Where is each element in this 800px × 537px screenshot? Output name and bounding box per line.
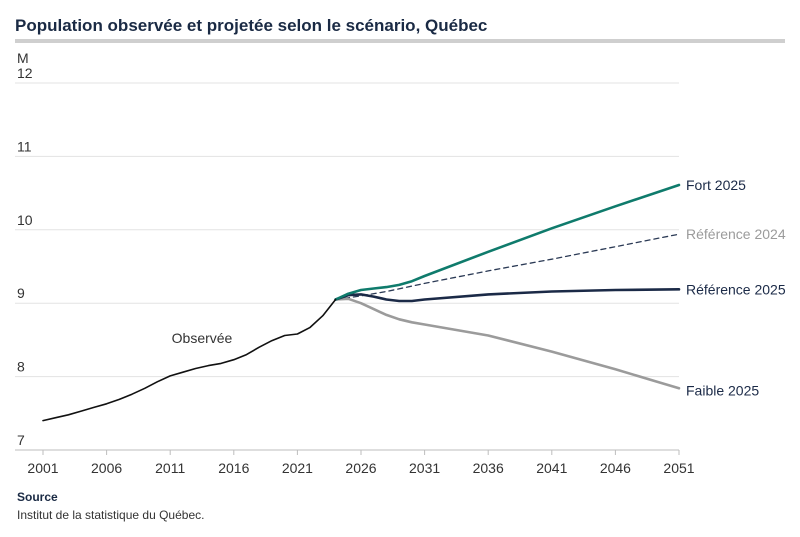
series-line-faible: [334, 297, 681, 390]
series-end-label-ref2025: Référence 2025: [686, 281, 786, 297]
series-line-fort: [334, 183, 681, 301]
title-divider: [15, 39, 785, 43]
y-tick-label: 10: [17, 212, 33, 228]
x-tick-label: 2016: [218, 460, 249, 476]
x-tick-label: 2041: [536, 460, 567, 476]
x-tick-label: 2036: [473, 460, 504, 476]
annotation-observed-label: Observée: [172, 330, 233, 346]
y-tick-label: 9: [17, 285, 25, 301]
series-end-label-faible: Faible 2025: [686, 382, 759, 398]
series-end-label-fort: Fort 2025: [686, 177, 746, 193]
y-tick-label: 8: [17, 359, 25, 375]
source-text: Institut de la statistique du Québec.: [17, 508, 205, 522]
x-tick-label: 2021: [282, 460, 313, 476]
chart-title: Population observée et projetée selon le…: [15, 16, 488, 35]
x-tick-label: 2051: [663, 460, 694, 476]
y-tick-label: 11: [17, 138, 32, 154]
y-axis-label: M: [17, 50, 29, 66]
series-line-observed: [42, 298, 337, 422]
x-tick-label: 2026: [345, 460, 376, 476]
x-tick-label: 2046: [600, 460, 631, 476]
x-tick-label: 2001: [27, 460, 58, 476]
series-end-label-ref2024: Référence 2024: [686, 226, 786, 242]
x-tick-label: 2006: [91, 460, 122, 476]
x-tick-label: 2011: [155, 460, 185, 476]
source-label: Source: [17, 490, 58, 504]
series-line-ref2025: [334, 287, 681, 303]
y-tick-label: 7: [17, 432, 25, 448]
y-tick-label: 12: [17, 65, 33, 81]
x-tick-label: 2031: [409, 460, 440, 476]
